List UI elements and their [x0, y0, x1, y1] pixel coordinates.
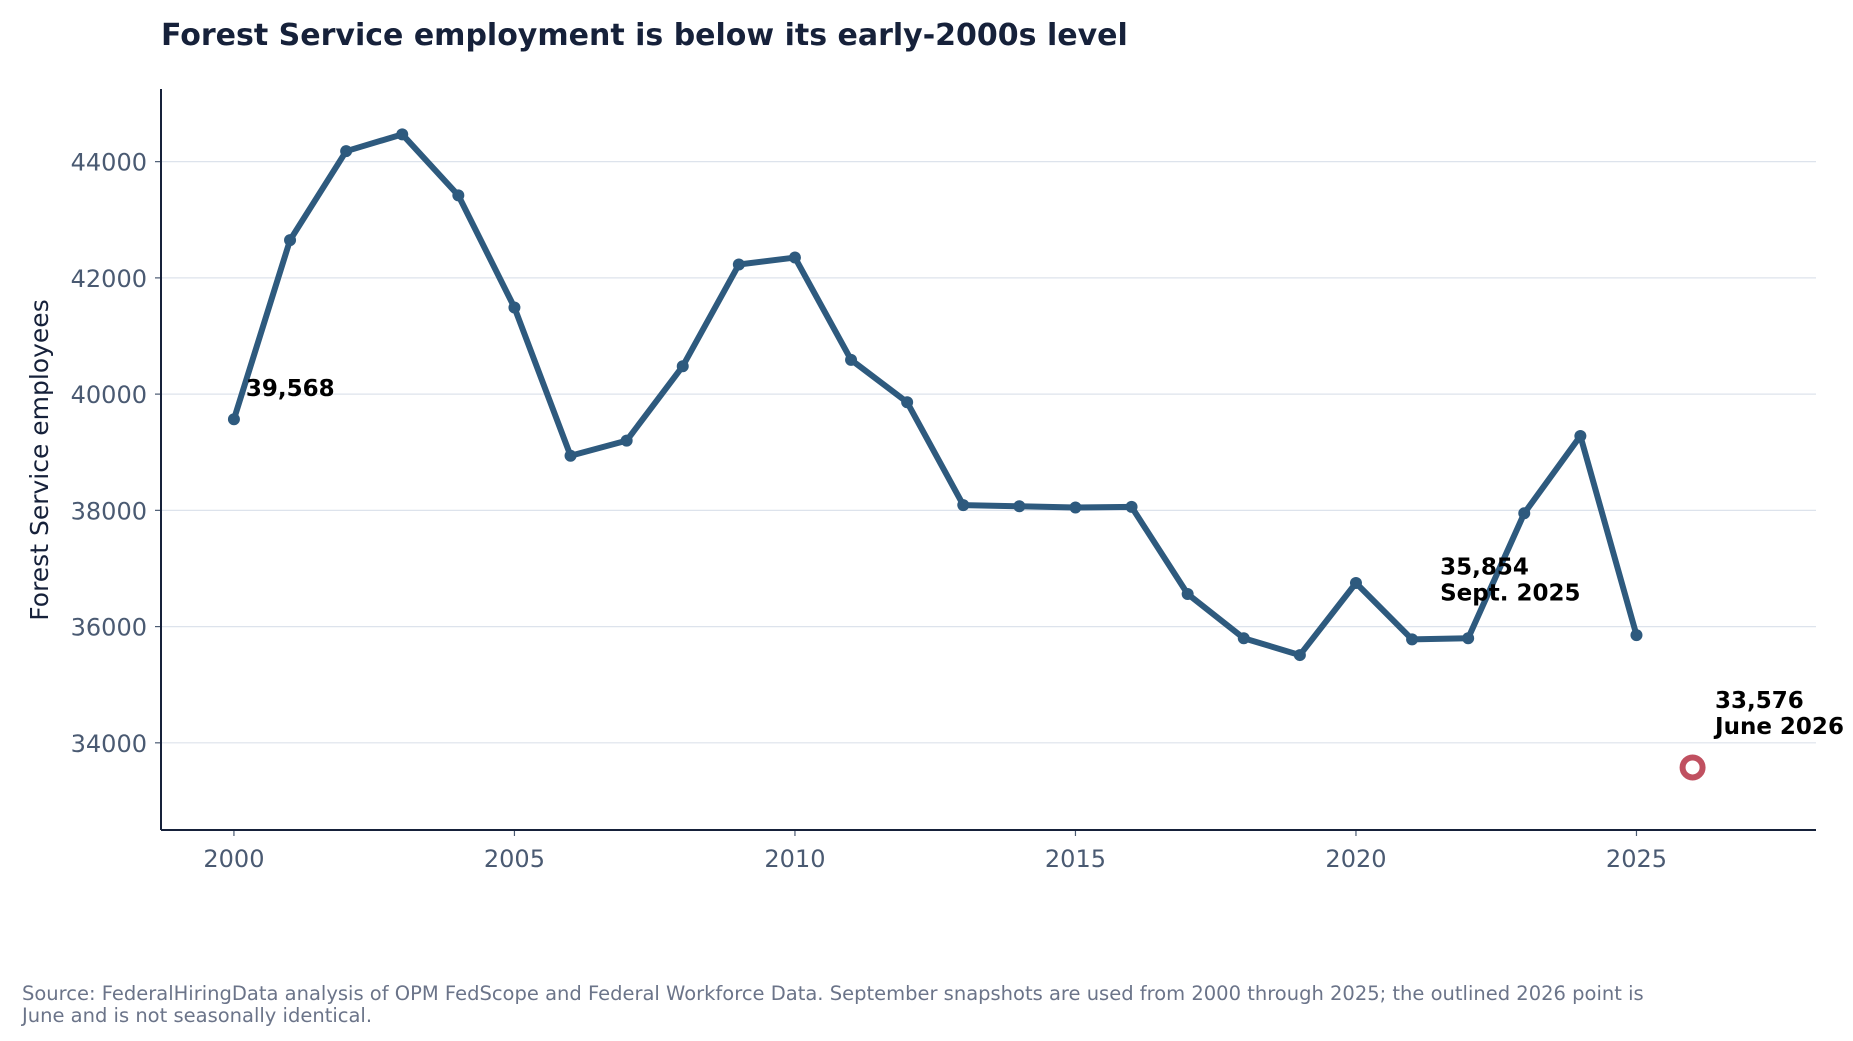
x-tick-label: 2005	[484, 845, 545, 873]
x-tick-label: 2020	[1325, 845, 1386, 873]
y-tick-label: 38000	[71, 497, 147, 525]
data-point	[1237, 632, 1250, 645]
tick-labels: 34000 36000 38000 40000 42000 44000 2000 2005 20…	[71, 149, 1667, 873]
annotation-label: 39,568	[246, 376, 335, 402]
data-point	[1293, 649, 1306, 662]
annotations: 39,568 35,854 Sept. 2025 33,576 June 2026	[246, 376, 1844, 740]
series	[227, 128, 1706, 781]
y-tick-label: 44000	[71, 149, 147, 177]
axes	[155, 89, 1816, 836]
data-point	[1181, 588, 1194, 601]
data-point	[508, 301, 521, 314]
annotation-line: 35,854	[1440, 554, 1529, 580]
x-tick-label: 2015	[1045, 845, 1106, 873]
annotation-line: 39,568	[246, 376, 335, 402]
y-tick-label: 40000	[71, 381, 147, 409]
data-point	[1574, 429, 1587, 442]
x-tick-label: 2010	[764, 845, 825, 873]
annotation-label: 35,854 Sept. 2025	[1440, 554, 1580, 606]
data-point	[676, 360, 689, 373]
y-tick-label: 42000	[71, 265, 147, 293]
annotation-label: 33,576 June 2026	[1713, 688, 1844, 740]
data-point	[1349, 577, 1362, 589]
data-point	[452, 189, 465, 202]
data-point	[620, 434, 633, 447]
y-axis-title: Forest Service employees	[25, 299, 54, 620]
data-point	[340, 145, 353, 158]
data-point	[1518, 507, 1531, 520]
series-line	[230, 131, 1640, 659]
data-point	[1069, 501, 1082, 514]
annotation-line: Sept. 2025	[1440, 580, 1580, 606]
y-tick-label: 36000	[71, 614, 147, 642]
data-point	[396, 128, 409, 141]
chart-title: Forest Service employment is below its e…	[161, 18, 1128, 53]
x-tick-label: 2025	[1606, 845, 1667, 873]
annotation-line: 33,576	[1715, 688, 1804, 714]
data-point	[1013, 500, 1026, 513]
data-point	[788, 251, 801, 264]
data-point	[564, 449, 577, 462]
data-point	[1406, 633, 1419, 646]
y-tick-label: 34000	[71, 730, 147, 758]
data-point	[227, 413, 240, 426]
x-tick-label: 2000	[203, 845, 264, 873]
source-note: Source: FederalHiringData analysis of OP…	[22, 982, 1644, 1027]
annotation-line: June 2026	[1713, 714, 1844, 740]
data-point	[957, 499, 970, 512]
gridlines	[161, 161, 1816, 744]
data-point	[284, 234, 297, 247]
data-point	[901, 396, 914, 409]
data-point	[1125, 500, 1138, 513]
data-point	[1462, 632, 1475, 645]
data-point	[845, 353, 858, 366]
data-point	[732, 258, 745, 271]
data-point	[1630, 629, 1643, 642]
highlight-point	[1679, 754, 1706, 781]
